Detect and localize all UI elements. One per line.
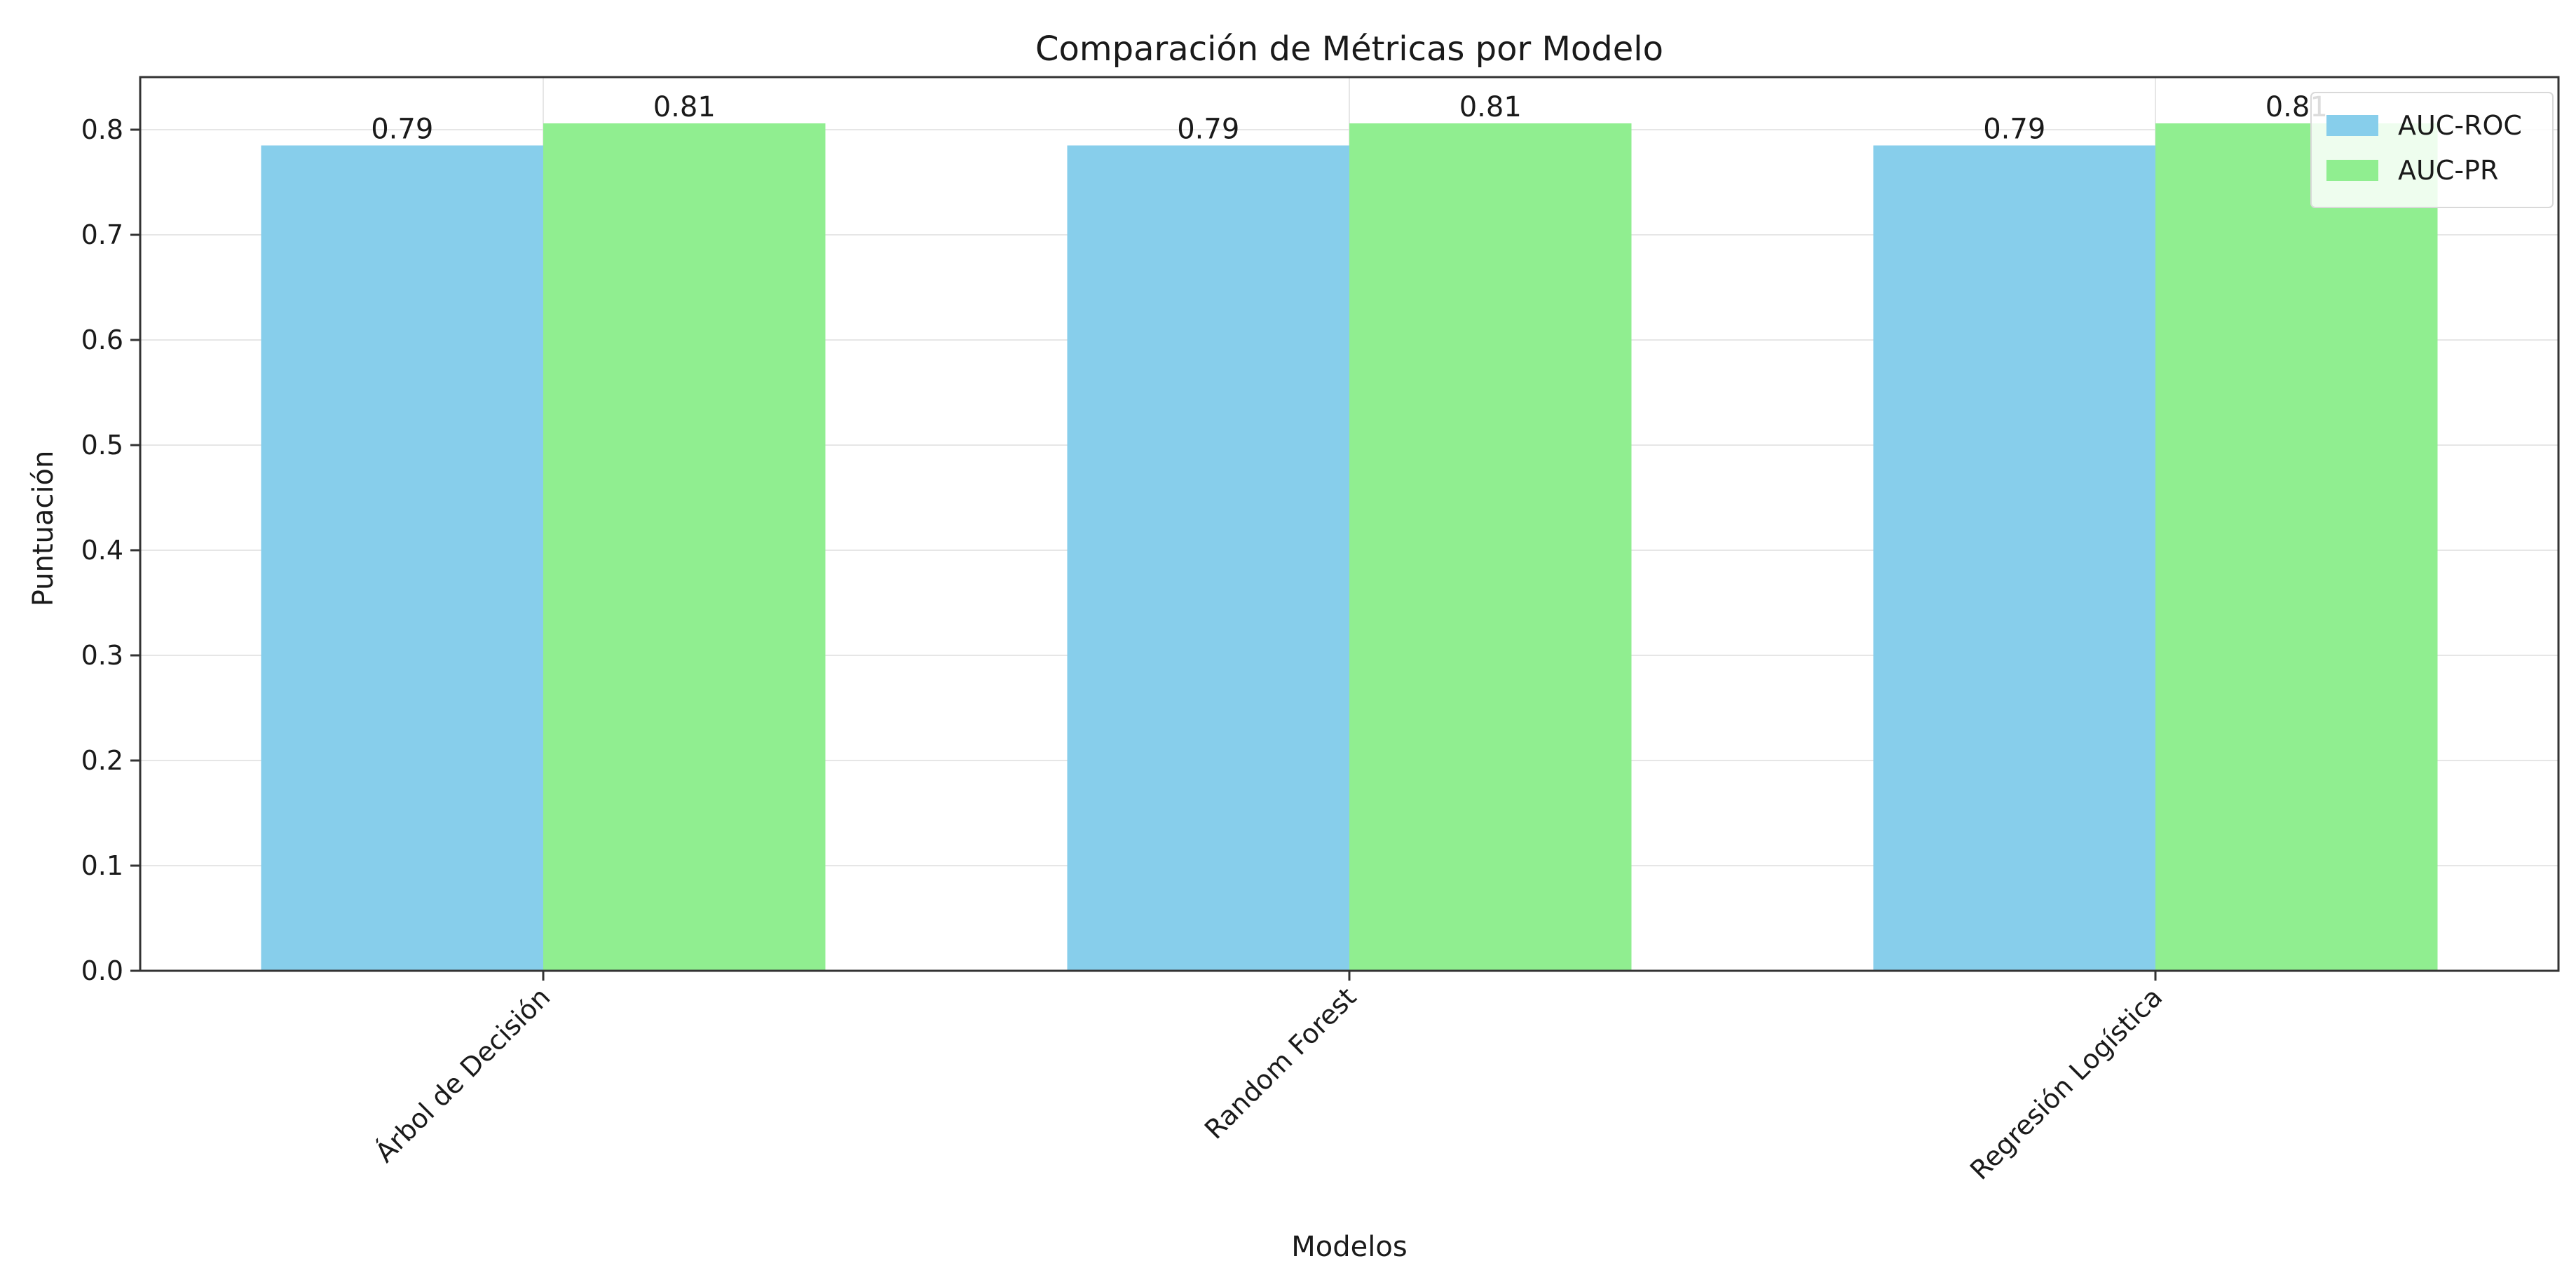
data-label: 0.81 [653,91,716,123]
legend-swatch-auc-pr [2326,160,2378,181]
data-label: 0.79 [1983,114,2045,146]
x-tick-label: Árbol de Decisión [369,981,557,1168]
y-tick-label: 0.1 [81,850,123,881]
bar-auc-pr [1349,123,1632,971]
bar-auc-roc [1067,145,1349,971]
legend-label: AUC-ROC [2398,110,2522,141]
bars [261,123,2438,971]
legend-label: AUC-PR [2398,155,2498,186]
y-tick-label: 0.5 [81,430,123,461]
data-label: 0.79 [1177,114,1239,146]
x-tick-label: Regresión Logística [1964,981,2168,1185]
bar-auc-pr [543,123,826,971]
data-label: 0.81 [1459,91,1522,123]
data-labels: 0.79 0.79 0.790.81 0.81 0.81 [371,91,2328,146]
y-tick-label: 0.3 [81,640,123,671]
y-tick-label: 0.7 [81,219,123,250]
bar-auc-roc [261,145,543,971]
data-label: 0.79 [371,114,433,146]
chart-title: Comparación de Métricas por Modelo [1035,29,1663,69]
y-axis-label: Puntuación [27,451,60,607]
legend-swatch-auc-roc [2326,115,2378,136]
x-tick-label: Random Forest [1199,981,1362,1145]
y-tick-label: 0.8 [81,114,123,145]
legend: AUC-ROC AUC-PR [2310,92,2554,208]
bar-auc-roc [1873,145,2155,971]
y-tick-label: 0.4 [81,535,123,566]
y-tick-label: 0.6 [81,325,123,355]
y-tick-label: 0.0 [81,955,123,986]
bar-auc-pr [2155,123,2438,971]
y-tick-label: 0.2 [81,745,123,776]
x-axis-label: Modelos [1291,1231,1407,1263]
